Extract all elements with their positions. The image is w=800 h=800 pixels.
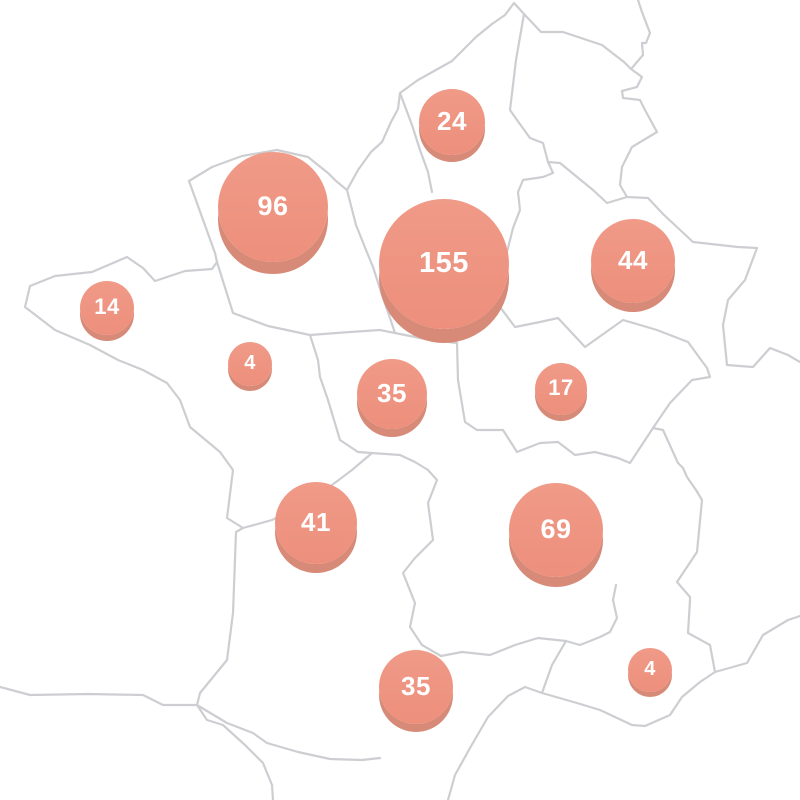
bubble-value: 4 bbox=[644, 657, 656, 680]
region-border-line bbox=[308, 333, 430, 472]
region-border-line bbox=[195, 703, 382, 762]
region-bubble[interactable]: 96 bbox=[218, 152, 328, 262]
bubble-value: 44 bbox=[618, 244, 648, 275]
region-border-line bbox=[495, 160, 560, 329]
region-border-line bbox=[725, 346, 800, 369]
region-bubble[interactable]: 44 bbox=[591, 219, 675, 303]
region-border-line bbox=[556, 316, 712, 470]
bubble-value: 35 bbox=[401, 670, 431, 701]
bubble-value: 41 bbox=[301, 506, 331, 537]
region-border-line bbox=[508, 12, 550, 164]
bubble-value: 69 bbox=[540, 513, 572, 544]
region-border-line bbox=[401, 468, 568, 658]
bubble-value: 35 bbox=[377, 377, 407, 408]
region-bubble[interactable]: 24 bbox=[419, 89, 485, 155]
bubble-value: 14 bbox=[94, 294, 120, 319]
region-bubble[interactable]: 69 bbox=[509, 483, 603, 577]
region-border-line bbox=[675, 466, 717, 674]
region-border-line bbox=[540, 670, 717, 728]
region-border-line bbox=[540, 583, 619, 695]
region-border-line bbox=[215, 260, 459, 345]
region-bubble[interactable]: 4 bbox=[228, 342, 272, 386]
region-bubble[interactable]: 35 bbox=[379, 650, 453, 724]
bubble-value: 17 bbox=[548, 375, 574, 400]
region-border-line bbox=[0, 685, 199, 707]
bubble-value: 24 bbox=[437, 105, 467, 136]
region-bubble[interactable]: 35 bbox=[357, 359, 427, 429]
region-bubble[interactable]: 155 bbox=[379, 199, 509, 329]
bubble-value: 4 bbox=[244, 351, 256, 374]
region-bubble[interactable]: 17 bbox=[535, 363, 587, 415]
region-border-line bbox=[622, 0, 652, 71]
region-border-line bbox=[187, 1, 626, 192]
region-border-line bbox=[618, 67, 759, 367]
region-border-line bbox=[345, 188, 397, 335]
region-bubble[interactable]: 14 bbox=[80, 281, 134, 335]
region-bubble[interactable]: 4 bbox=[628, 648, 672, 692]
region-border-line bbox=[398, 91, 434, 194]
region-border-line bbox=[455, 341, 655, 465]
region-border-line bbox=[195, 703, 275, 800]
region-border-line bbox=[713, 614, 800, 674]
region-bubble[interactable]: 41 bbox=[275, 482, 357, 564]
region-border-line bbox=[446, 685, 544, 800]
region-border-line bbox=[23, 179, 245, 707]
bubble-value: 96 bbox=[257, 190, 289, 221]
bubble-value: 155 bbox=[419, 246, 469, 279]
region-border-line bbox=[546, 160, 629, 205]
